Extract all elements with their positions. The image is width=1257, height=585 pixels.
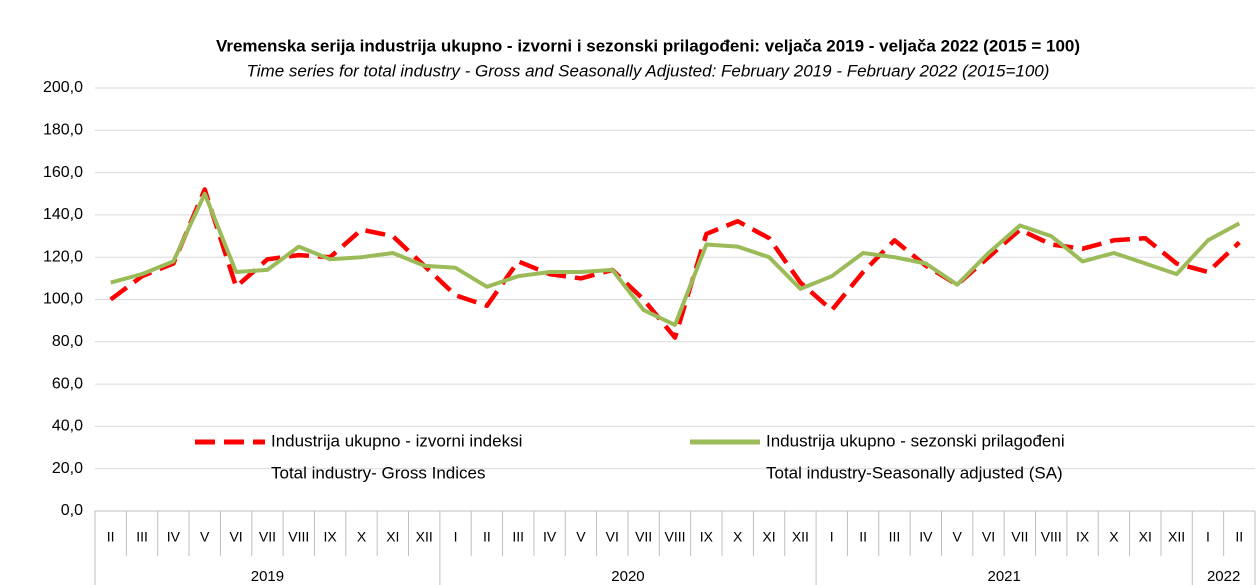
x-tick-label: X: [733, 529, 743, 545]
x-tick-label: VII: [259, 529, 276, 545]
x-tick-label: III: [136, 529, 148, 545]
legend-label: Industrija ukupno - sezonski prilagođeni: [766, 431, 1065, 450]
x-group-label: 2022: [1207, 568, 1240, 585]
x-group-label: 2019: [251, 568, 284, 585]
x-tick-label: VII: [635, 529, 652, 545]
x-tick-label: X: [1109, 529, 1119, 545]
legend-label: Total industry- Gross Indices: [271, 463, 485, 482]
y-tick-label: 20,0: [52, 460, 83, 477]
x-tick-label: I: [830, 529, 834, 545]
x-tick-label: IV: [543, 529, 557, 545]
x-tick-label: VII: [1011, 529, 1028, 545]
x-tick-label: III: [889, 529, 901, 545]
y-tick-label: 0,0: [61, 502, 83, 519]
x-tick-label: VI: [982, 529, 995, 545]
y-tick-label: 160,0: [43, 164, 83, 181]
y-tick-label: 40,0: [52, 418, 83, 435]
x-group-label: 2020: [611, 568, 644, 585]
x-tick-label: I: [1206, 529, 1210, 545]
x-tick-label: XI: [386, 529, 399, 545]
x-tick-label: IX: [700, 529, 714, 545]
x-tick-label: IV: [167, 529, 181, 545]
x-tick-label: IV: [919, 529, 933, 545]
x-tick-label: XI: [762, 529, 775, 545]
x-tick-label: X: [357, 529, 367, 545]
x-tick-label: II: [107, 529, 115, 545]
x-tick-label: VIII: [1041, 529, 1062, 545]
x-tick-label: IX: [324, 529, 338, 545]
x-tick-label: VI: [229, 529, 242, 545]
chart-title: Vremenska serija industrija ukupno - izv…: [216, 36, 1080, 55]
x-tick-label: I: [454, 529, 458, 545]
x-tick-label: XII: [792, 529, 809, 545]
chart-subtitle: Time series for total industry - Gross a…: [247, 61, 1050, 80]
x-tick-label: V: [952, 529, 962, 545]
x-tick-label: XII: [1168, 529, 1185, 545]
series-line: [110, 191, 1241, 327]
y-tick-label: 140,0: [43, 206, 83, 223]
y-tick-label: 100,0: [43, 291, 83, 308]
x-group-label: 2021: [988, 568, 1021, 585]
legend-label: Industrija ukupno - izvorni indeksi: [271, 431, 522, 450]
y-tick-label: 80,0: [52, 333, 83, 350]
series-line: [109, 187, 1241, 340]
x-tick-label: II: [1235, 529, 1243, 545]
y-tick-label: 180,0: [43, 122, 83, 139]
x-tick-label: V: [576, 529, 586, 545]
x-tick-label: III: [512, 529, 524, 545]
y-tick-label: 60,0: [52, 375, 83, 392]
x-tick-label: VIII: [288, 529, 309, 545]
x-tick-label: II: [859, 529, 867, 545]
x-tick-label: XII: [416, 529, 433, 545]
x-tick-label: XI: [1139, 529, 1152, 545]
legend-label: Total industry-Seasonally adjusted (SA): [766, 463, 1063, 482]
y-tick-label: 200,0: [43, 79, 83, 96]
x-tick-label: V: [200, 529, 210, 545]
y-tick-label: 120,0: [43, 248, 83, 265]
x-tick-label: VI: [606, 529, 619, 545]
x-tick-label: II: [483, 529, 491, 545]
x-tick-label: IX: [1076, 529, 1090, 545]
x-tick-label: VIII: [664, 529, 685, 545]
